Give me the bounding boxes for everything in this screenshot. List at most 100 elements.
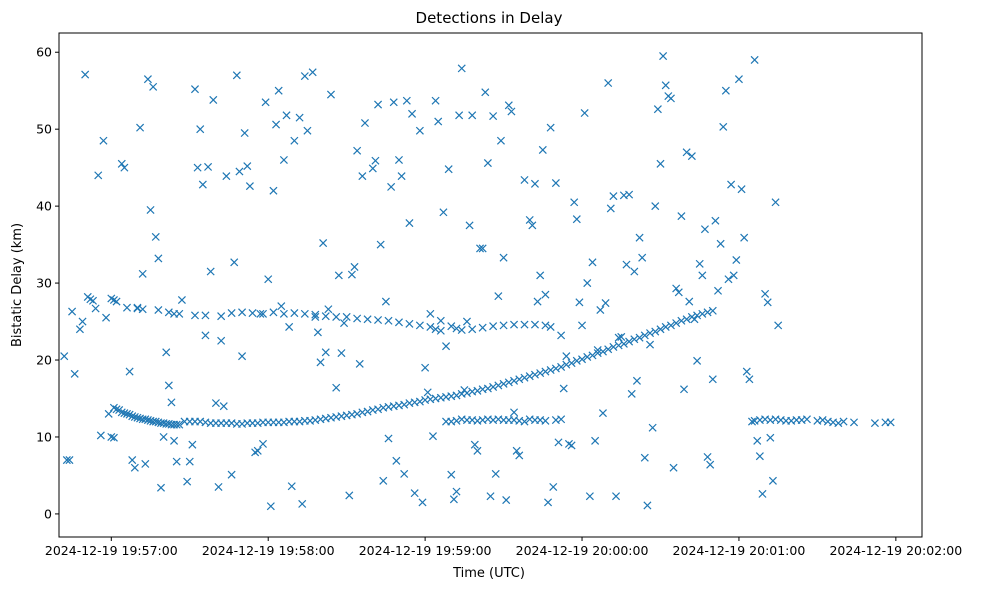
data-point-scatter-noise bbox=[447, 470, 456, 479]
data-point-scatter-noise bbox=[604, 78, 613, 88]
data-point-scatter-noise bbox=[625, 190, 634, 199]
data-point-scatter-noise bbox=[538, 145, 547, 154]
data-point-scatter-noise bbox=[300, 72, 309, 81]
data-point-scatter-noise bbox=[693, 356, 702, 365]
data-point-scatter-noise bbox=[711, 216, 720, 225]
data-point-scatter-noise bbox=[580, 108, 589, 118]
y-tick-label: 0 bbox=[44, 506, 52, 521]
data-point-scatter-noise bbox=[575, 298, 584, 307]
data-point-scatter-noise bbox=[379, 476, 388, 485]
data-point-scatter-noise bbox=[567, 441, 576, 450]
data-point-scatter-noise bbox=[428, 432, 437, 441]
data-point-scatter-noise bbox=[635, 233, 644, 242]
data-point-track-near bbox=[141, 415, 150, 424]
data-point-track-far bbox=[138, 305, 147, 314]
data-point-scatter-noise bbox=[753, 436, 762, 445]
data-point-scatter-noise bbox=[308, 68, 317, 77]
data-point-scatter-noise bbox=[740, 233, 749, 242]
data-point-track-near bbox=[703, 308, 712, 317]
data-point-track-near bbox=[363, 407, 372, 416]
data-point-track-far bbox=[154, 305, 163, 315]
data-point-scatter-noise bbox=[183, 477, 192, 486]
x-tick-label: 2024-12-19 20:00:00 bbox=[516, 543, 649, 558]
data-point-scatter-noise bbox=[261, 98, 270, 107]
data-point-track-far bbox=[279, 309, 288, 318]
data-point-scatter-noise bbox=[230, 258, 239, 267]
data-point-scatter-noise bbox=[727, 180, 736, 189]
data-point-track-far bbox=[269, 308, 278, 317]
data-point-scatter-noise bbox=[554, 438, 563, 447]
data-point-scatter-noise bbox=[350, 262, 359, 271]
data-point-scatter-noise bbox=[279, 155, 288, 164]
data-point-scatter-noise bbox=[353, 146, 362, 155]
data-point-cluster-12 bbox=[886, 418, 895, 427]
data-point-scatter-noise bbox=[149, 82, 158, 91]
data-point-scatter-noise bbox=[355, 359, 364, 368]
data-point-track-near bbox=[661, 322, 670, 331]
data-point-track-near bbox=[536, 369, 545, 378]
data-point-scatter-noise bbox=[196, 125, 205, 134]
data-point-scatter-noise bbox=[653, 105, 662, 114]
data-point-scatter-noise bbox=[698, 271, 707, 280]
data-point-track-far bbox=[541, 321, 550, 330]
data-point-track-near bbox=[656, 325, 665, 334]
data-point-scatter-noise bbox=[737, 185, 746, 194]
data-point-scatter-noise bbox=[324, 305, 333, 314]
data-point-track-near bbox=[672, 319, 681, 328]
data-point-scatter-noise bbox=[198, 180, 207, 189]
data-point-scatter-noise bbox=[656, 159, 665, 168]
data-point-track-near bbox=[682, 315, 691, 324]
data-point-scatter-noise bbox=[431, 96, 440, 105]
data-point-scatter-noise bbox=[557, 331, 566, 340]
data-point-scatter-noise bbox=[120, 163, 129, 172]
data-point-scatter-noise bbox=[612, 492, 621, 501]
data-point-track-near bbox=[117, 408, 126, 417]
data-point-track-near bbox=[677, 316, 686, 325]
data-point-scatter-noise bbox=[164, 381, 173, 390]
data-point-track-far bbox=[431, 325, 440, 334]
data-point-scatter-noise bbox=[282, 111, 291, 120]
data-point-scatter-noise bbox=[321, 348, 330, 357]
data-point-scatter-noise bbox=[201, 331, 210, 340]
data-point-scatter-noise bbox=[763, 298, 772, 307]
data-point-scatter-noise bbox=[562, 352, 571, 361]
data-point-scatter-noise bbox=[345, 491, 354, 500]
plot-area bbox=[58, 32, 923, 538]
data-point-scatter-noise bbox=[677, 212, 686, 221]
data-point-cluster-12 bbox=[818, 416, 827, 425]
data-point-scatter-noise bbox=[525, 215, 534, 225]
data-point-scatter-noise bbox=[376, 240, 385, 249]
scatter-points bbox=[60, 52, 895, 511]
data-point-scatter-noise bbox=[682, 148, 691, 157]
data-point-scatter-noise bbox=[729, 271, 738, 280]
data-point-track-near bbox=[530, 370, 539, 379]
data-point-scatter-noise bbox=[70, 369, 79, 378]
data-point-cluster-12 bbox=[452, 416, 461, 425]
data-point-track-far bbox=[478, 323, 487, 332]
data-point-scatter-noise bbox=[768, 476, 777, 485]
data-point-scatter-noise bbox=[117, 159, 126, 168]
data-point-scatter-noise bbox=[334, 271, 343, 280]
data-point-scatter-noise bbox=[316, 358, 325, 367]
data-point-scatter-noise bbox=[408, 109, 417, 118]
data-point-scatter-noise bbox=[645, 340, 655, 349]
data-point-scatter-noise bbox=[478, 244, 487, 253]
data-point-scatter-noise bbox=[510, 408, 519, 417]
data-point-scatter-noise bbox=[128, 456, 137, 465]
data-point-scatter-noise bbox=[125, 367, 134, 376]
data-point-track-far bbox=[190, 311, 200, 320]
data-point-scatter-noise bbox=[502, 496, 511, 505]
data-point-scatter-noise bbox=[274, 86, 283, 95]
data-point-scatter-noise bbox=[99, 136, 108, 145]
data-point-scatter-noise bbox=[122, 303, 132, 312]
data-point-cluster-12 bbox=[839, 417, 848, 426]
data-point-scatter-noise bbox=[75, 325, 84, 334]
data-point-track-far bbox=[510, 320, 519, 329]
data-point-track-near bbox=[128, 412, 137, 421]
data-point-scatter-noise bbox=[758, 489, 767, 498]
data-point-scatter-noise bbox=[94, 171, 103, 180]
data-point-scatter-noise bbox=[405, 219, 414, 228]
data-point-scatter-noise bbox=[272, 120, 281, 129]
data-point-scatter-noise bbox=[374, 100, 383, 109]
data-point-track-far bbox=[520, 320, 529, 329]
